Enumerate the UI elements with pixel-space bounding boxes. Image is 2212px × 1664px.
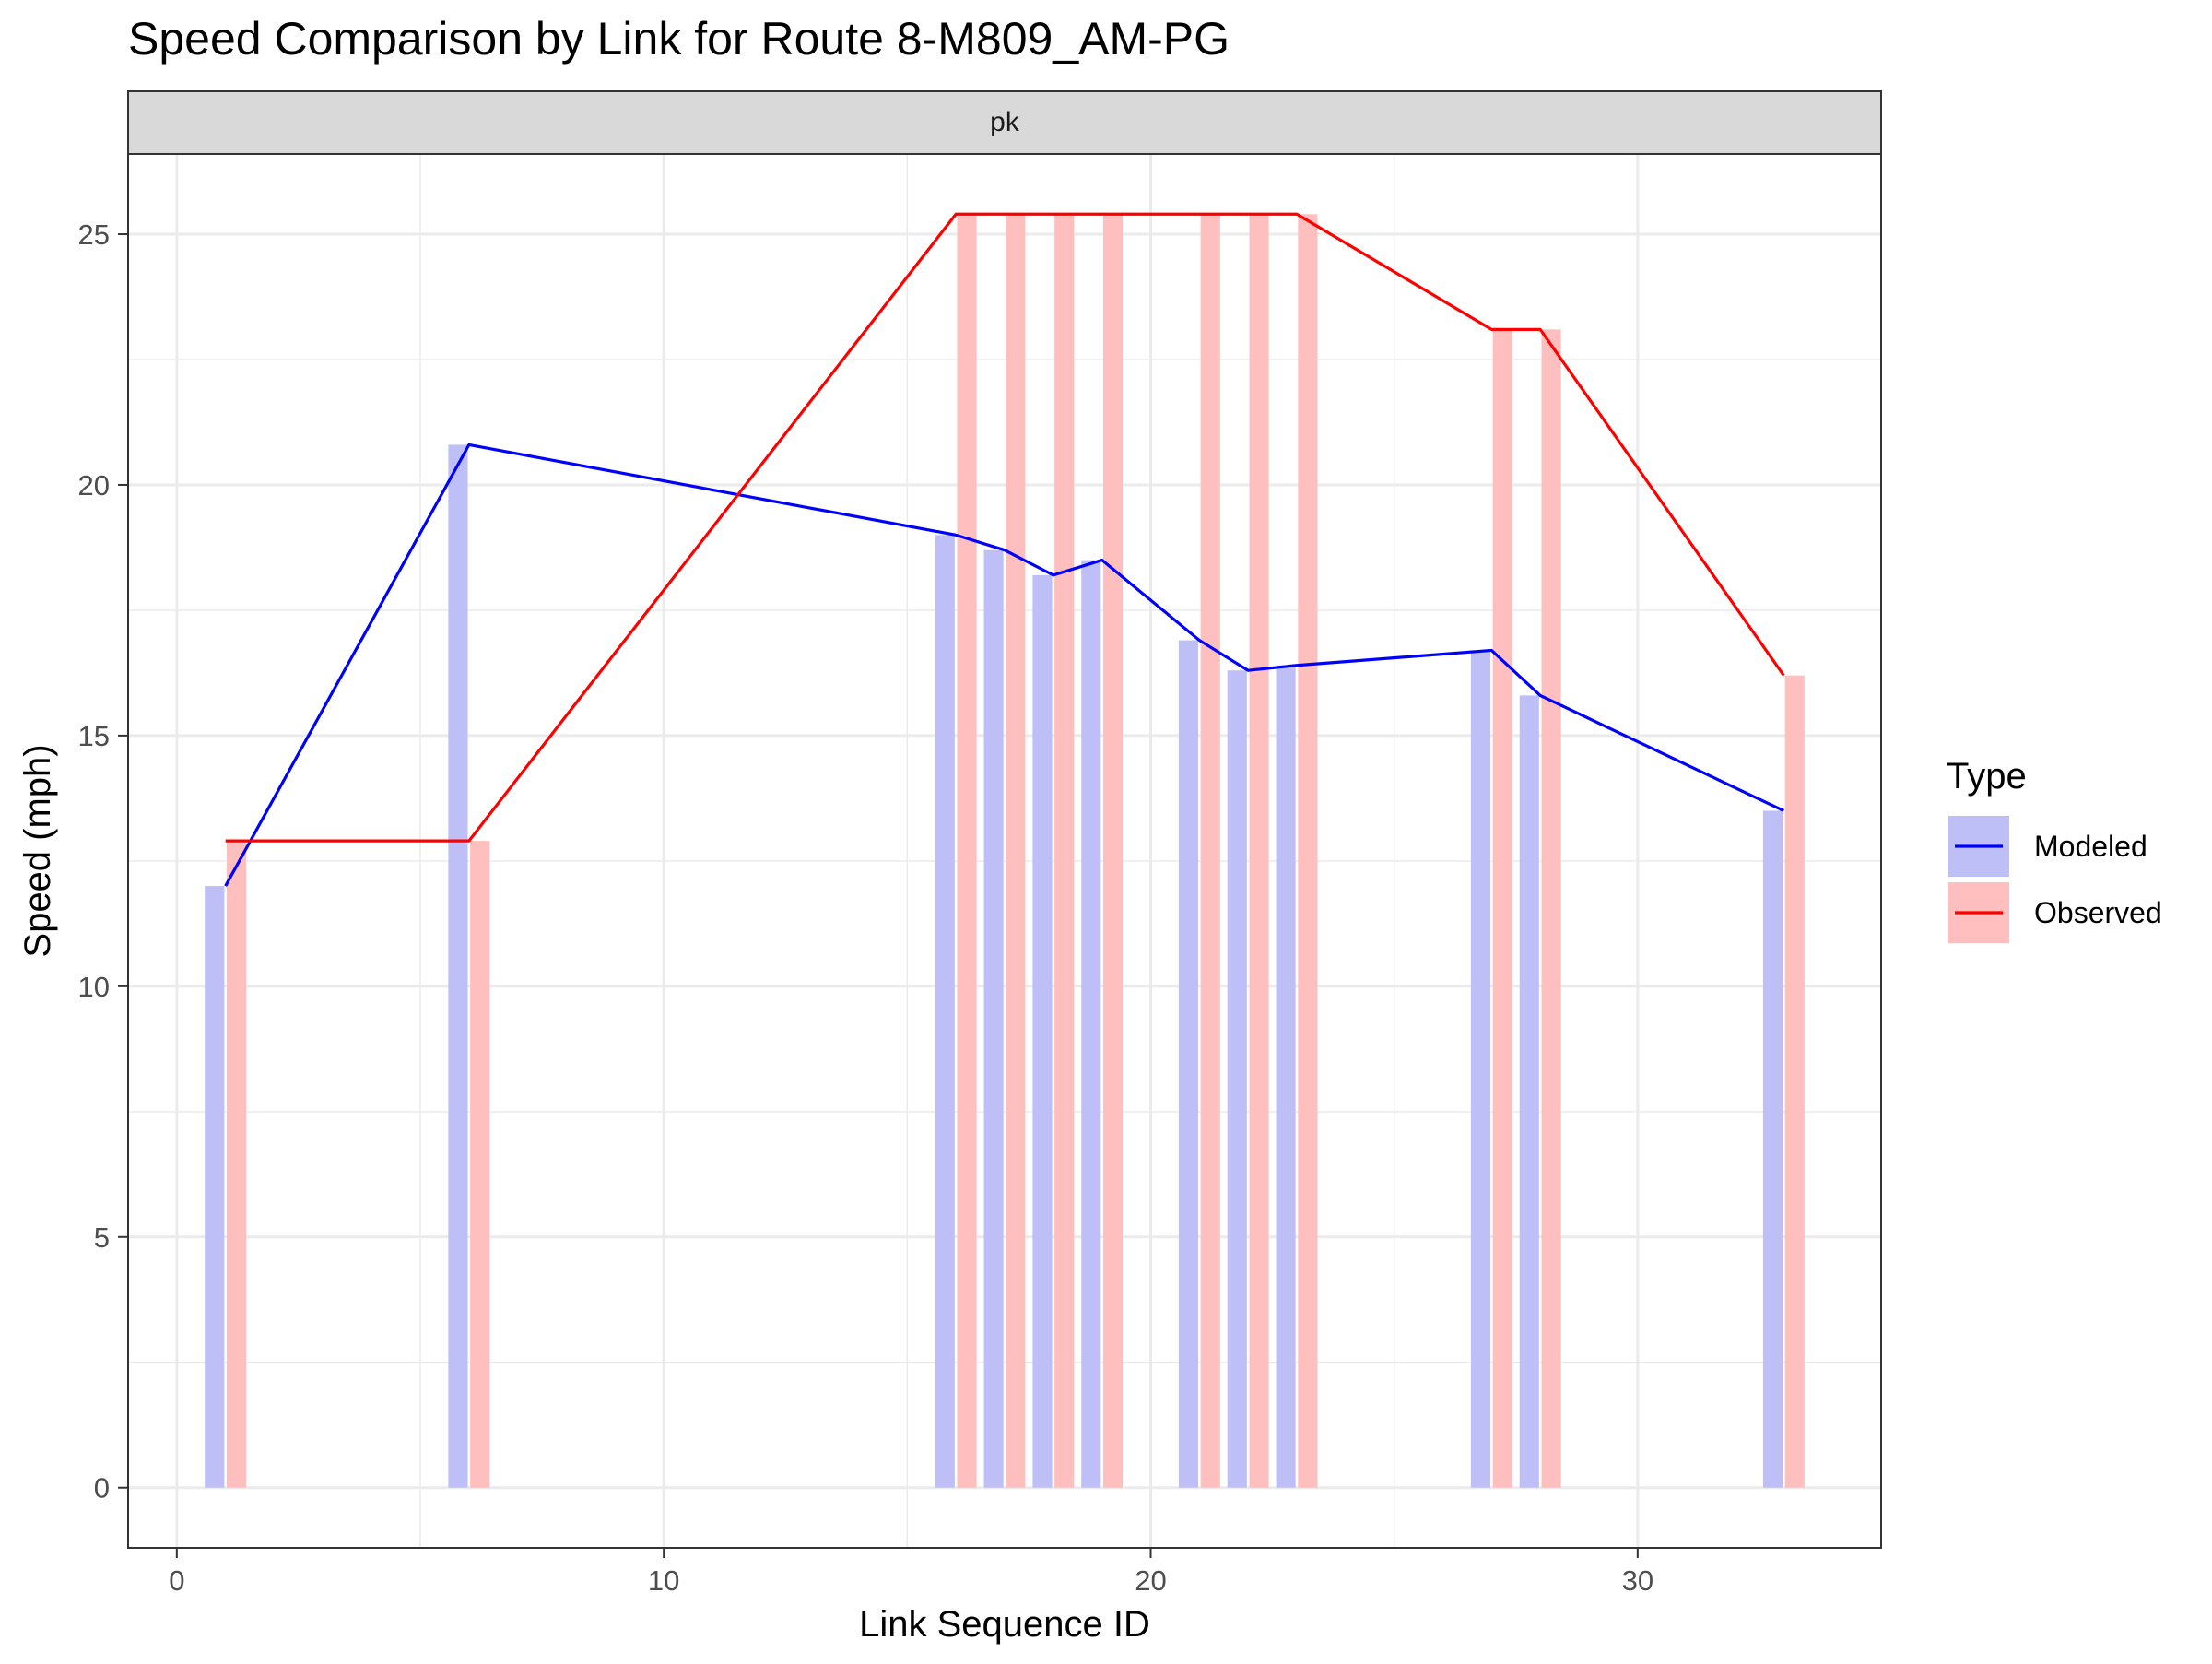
plot-panel [128,154,1881,1548]
legend-label-observed: Observed [2034,896,2162,929]
x-tick-label: 20 [1135,1564,1166,1597]
y-axis: 0 5 10 15 20 25 [78,218,128,1505]
bar-observed-22 [1249,214,1269,1488]
y-tick-label: 25 [78,218,110,251]
y-axis-title: Speed (mph) [18,744,58,957]
x-tick-label: 0 [169,1564,184,1597]
bar-modeled-16 [935,535,955,1488]
bar-observed-23 [1298,214,1318,1488]
facet-strip-label: pk [990,107,1020,137]
bar-layer [205,214,1805,1488]
bar-modeled-6 [448,444,468,1488]
bar-modeled-19 [1081,560,1101,1488]
bar-observed-21 [1200,214,1220,1488]
bar-observed-1 [226,841,247,1488]
y-tick-label: 0 [94,1472,110,1505]
bar-modeled-27 [1470,650,1491,1488]
bar-modeled-28 [1519,695,1539,1488]
bar-observed-28 [1541,329,1561,1488]
chart-title: Speed Comparison by Link for Route 8-M80… [128,13,1230,65]
legend-label-modeled: Modeled [2034,830,2147,863]
y-tick-label: 20 [78,469,110,502]
x-axis: 0 10 20 30 [169,1548,1653,1597]
y-tick-label: 10 [78,971,110,1003]
bar-modeled-21 [1178,640,1199,1488]
legend-title: Type [1947,756,2027,797]
grid-layer [128,154,1882,1548]
bar-observed-16 [957,214,977,1488]
bar-observed-27 [1492,329,1512,1488]
y-tick-label: 5 [94,1221,110,1254]
x-tick-label: 30 [1622,1564,1653,1597]
bar-modeled-23 [1276,665,1296,1488]
line-modeled [224,443,1785,887]
x-tick-label: 10 [648,1564,679,1597]
y-tick-label: 15 [78,720,110,752]
line-observed [225,212,1785,843]
x-axis-title: Link Sequence ID [859,1604,1150,1645]
bar-observed-6 [470,841,490,1488]
bar-modeled-17 [983,549,1004,1488]
legend: Type Modeled Observed [1947,756,2162,943]
bar-modeled-1 [205,886,225,1488]
bar-observed-18 [1054,214,1075,1488]
line-layer [224,212,1785,887]
bar-modeled-22 [1227,670,1247,1488]
legend-keys: Modeled Observed [1948,816,2162,943]
bar-modeled-33 [1762,810,1783,1488]
bar-observed-33 [1784,675,1805,1488]
bar-observed-17 [1006,214,1026,1488]
facet-strip [127,90,1882,155]
bar-modeled-18 [1032,574,1053,1488]
bar-observed-19 [1102,214,1124,1488]
